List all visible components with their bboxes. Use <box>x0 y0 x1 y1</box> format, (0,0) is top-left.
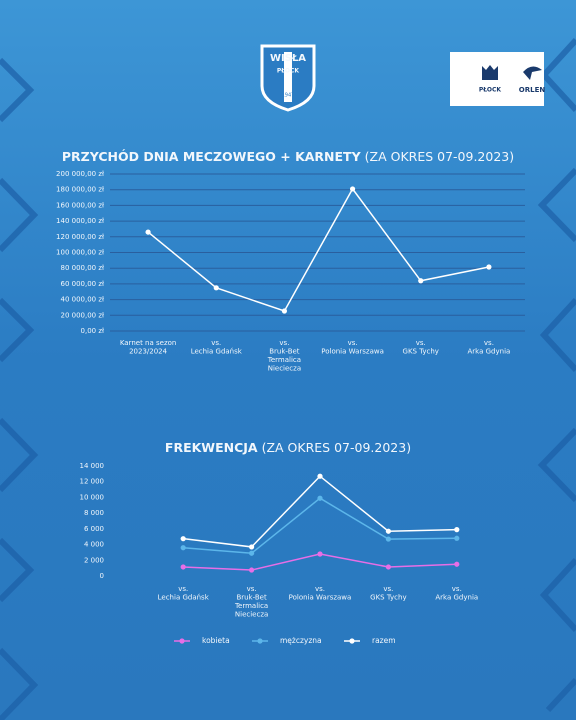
x-tick-label: vs. Arka Gdynia <box>468 339 511 356</box>
x-tick-label: vs. Arka Gdynia <box>435 585 478 602</box>
legend-marker <box>179 638 185 644</box>
chart-subtitle: (ZA OKRES 07-09.2023) <box>262 440 411 455</box>
data-point <box>385 536 391 542</box>
sponsor: ORLEN <box>519 86 546 94</box>
data-point <box>454 535 460 541</box>
y-tick-label: 0 <box>100 572 104 580</box>
x-tick-label: vs. Polonia Warszawa <box>321 339 384 356</box>
data-point <box>145 229 151 235</box>
data-point <box>486 264 492 270</box>
data-point <box>249 544 255 550</box>
x-tick-label: vs. Lechia Gdańsk <box>158 585 210 602</box>
y-tick-label: 40 000,00 zł <box>60 296 104 304</box>
chart-subtitle: (ZA OKRES 07-09.2023) <box>365 149 514 164</box>
y-tick-label: 160 000,00 zł <box>56 201 104 209</box>
x-tick-label: vs. Polonia Warszawa <box>289 585 352 602</box>
y-tick-label: 8 000 <box>84 509 104 517</box>
data-point <box>281 308 288 314</box>
data-point <box>385 528 391 534</box>
legend-label: razem <box>372 636 396 645</box>
data-point <box>180 564 186 570</box>
x-tick-label: vs. Bruk-Bet Termalica Nieciecza <box>267 339 301 373</box>
data-point <box>317 551 323 557</box>
sponsor-box: PŁOCK ORLEN <box>450 52 545 106</box>
y-tick-label: 140 000,00 zł <box>56 217 104 225</box>
data-point <box>418 278 424 284</box>
sponsor: PŁOCK <box>479 87 502 94</box>
club-logo: WISŁA PŁOCK 1947 <box>260 44 316 112</box>
y-tick-label: 180 000,00 zł <box>56 186 104 194</box>
x-tick-label: Karnet na sezon 2023/2024 <box>120 339 177 356</box>
data-point <box>249 550 255 556</box>
legend-label: kobieta <box>202 636 230 645</box>
data-line <box>147 187 490 312</box>
x-tick-label: vs. GKS Tychy <box>403 339 439 356</box>
data-point <box>385 564 391 570</box>
y-tick-label: 60 000,00 zł <box>60 280 104 288</box>
logo-year: 1947 <box>282 93 295 99</box>
data-point <box>317 495 323 501</box>
data-point <box>454 561 460 567</box>
y-tick-label: 100 000,00 zł <box>56 249 104 257</box>
logo-sub: PŁOCK <box>277 68 300 75</box>
legend-label: mężczyzna <box>280 636 322 645</box>
data-point <box>249 567 255 573</box>
chart-title: FREKWENCJA <box>165 440 258 455</box>
data-point <box>180 536 186 542</box>
x-tick-label: vs. GKS Tychy <box>370 585 406 602</box>
y-tick-label: 4 000 <box>84 541 104 549</box>
y-tick-label: 200 000,00 zł <box>56 170 104 178</box>
data-point <box>349 186 356 192</box>
chart-title-group: PRZYCHÓD DNIA MECZOWEGO + KARNETY (ZA OKR… <box>62 149 514 164</box>
data-point <box>180 545 186 551</box>
legend-marker <box>349 638 355 644</box>
y-tick-label: 6 000 <box>84 525 104 533</box>
logo-text: WISŁA <box>270 53 306 64</box>
data-point <box>213 285 219 291</box>
y-tick-label: 0,00 zł <box>81 327 104 335</box>
y-tick-label: 2 000 <box>84 556 104 564</box>
y-tick-label: 10 000 <box>80 493 105 501</box>
y-tick-label: 14 000 <box>80 462 105 470</box>
x-tick-label: vs. Lechia Gdańsk <box>191 339 243 356</box>
y-tick-label: 12 000 <box>80 478 105 486</box>
y-tick-label: 120 000,00 zł <box>56 233 104 241</box>
x-tick-label: vs. Bruk-Bet Termalica Nieciecza <box>234 585 268 619</box>
chart-title-group: FREKWENCJA (ZA OKRES 07-09.2023) <box>165 440 411 455</box>
data-point <box>317 473 323 479</box>
y-tick-label: 80 000,00 zł <box>60 264 104 272</box>
y-tick-label: 20 000,00 zł <box>60 311 104 319</box>
chart-title: PRZYCHÓD DNIA MECZOWEGO + KARNETY <box>62 149 362 164</box>
legend-marker <box>257 638 263 644</box>
data-point <box>454 527 460 533</box>
